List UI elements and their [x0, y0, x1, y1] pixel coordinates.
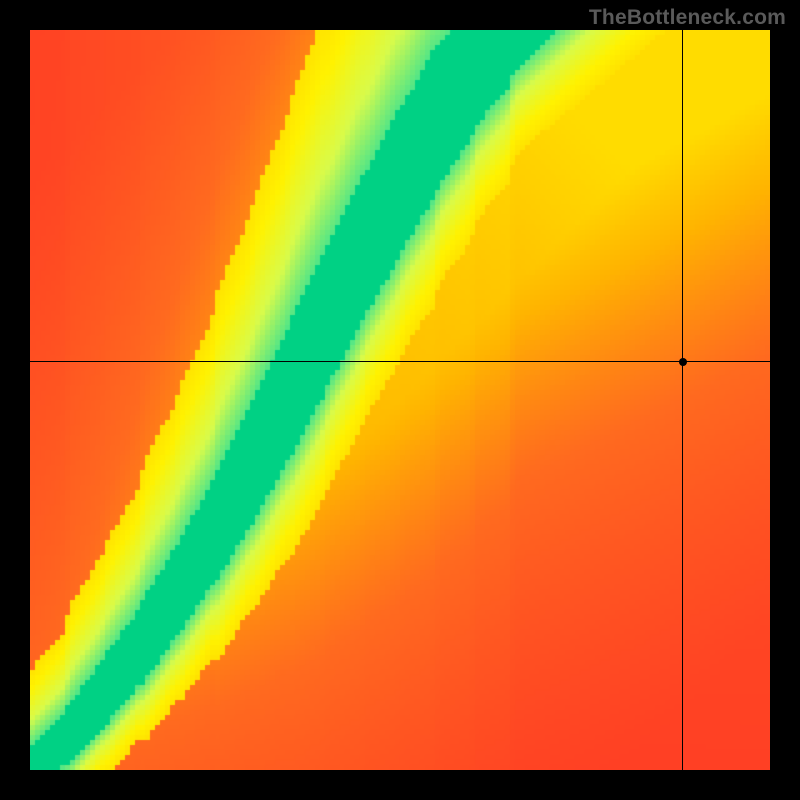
- marker-dot: [679, 358, 687, 366]
- crosshair-horizontal: [30, 361, 770, 362]
- watermark-text: TheBottleneck.com: [589, 6, 786, 30]
- chart-container: TheBottleneck.com: [0, 0, 800, 800]
- heatmap-plot: [30, 30, 770, 770]
- crosshair-vertical: [682, 30, 683, 770]
- heatmap-canvas: [30, 30, 770, 770]
